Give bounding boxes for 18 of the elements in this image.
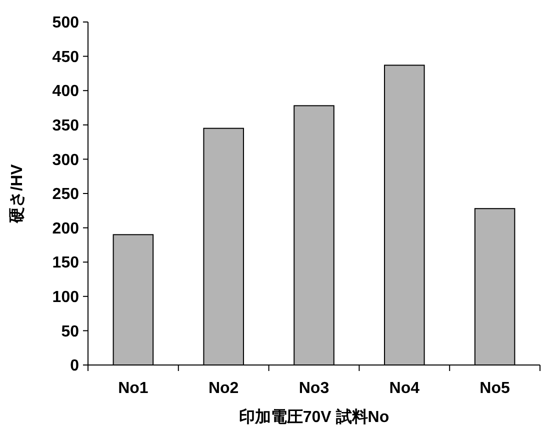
y-tick-label: 350 [52, 118, 80, 134]
y-tick-label: 100 [52, 289, 80, 306]
y-tick-label: 200 [52, 220, 80, 238]
x-tick-label: No4 [389, 380, 420, 397]
x-tick-label: No1 [118, 380, 148, 397]
y-tick-label: 300 [52, 152, 80, 169]
y-tick-label: 500 [52, 14, 80, 32]
x-tick-label: No2 [208, 380, 239, 397]
x-tick-label: No3 [298, 380, 330, 397]
y-tick-label: 250 [52, 186, 80, 204]
y-axis-title: 硬さ/HV [9, 164, 26, 224]
y-tick-label: 400 [52, 83, 80, 100]
y-tick-label: 50 [61, 323, 80, 340]
y-tick-label: 0 [70, 358, 80, 375]
y-tick-label: 150 [52, 254, 80, 272]
x-axis-title: 印加電圧70V 試料No [238, 408, 390, 426]
y-tick-label: 450 [52, 48, 80, 66]
x-tick-label: No5 [480, 380, 510, 397]
